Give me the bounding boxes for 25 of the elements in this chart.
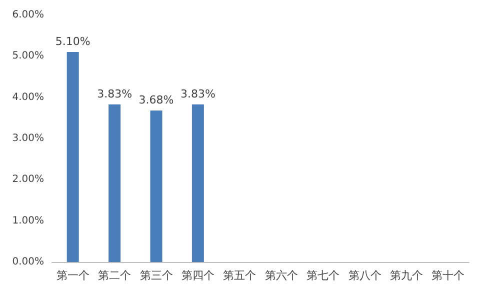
x-tick-label: 第七个 (306, 269, 340, 282)
data-label: 3.83% (180, 87, 216, 100)
x-tick-label: 第六个 (264, 269, 298, 282)
bar (108, 104, 121, 262)
y-tick-label: 2.00% (12, 174, 44, 186)
bar (150, 110, 162, 262)
data-label: 3.68% (138, 94, 174, 107)
x-tick-label: 第九个 (390, 269, 423, 282)
x-tick-label: 第三个 (140, 269, 173, 282)
x-tick-label: 第四个 (181, 269, 214, 282)
x-tick-label: 第二个 (98, 269, 132, 282)
bar (66, 52, 79, 262)
x-tick-label: 第十个 (432, 269, 465, 282)
y-tick-label: 5.00% (12, 50, 44, 62)
data-label: 3.83% (97, 87, 132, 100)
x-tick-label: 第一个 (56, 269, 90, 282)
bar (192, 104, 204, 262)
y-tick-label: 3.00% (12, 133, 44, 144)
y-tick-label: 4.00% (12, 92, 44, 103)
x-tick-label: 第八个 (348, 269, 382, 282)
y-tick-label: 6.00% (12, 10, 44, 20)
x-tick-label: 第五个 (223, 269, 256, 282)
y-tick-label: 1.00% (12, 215, 44, 226)
data-label: 5.10% (55, 35, 90, 48)
y-tick-label: 0.00% (12, 256, 44, 268)
